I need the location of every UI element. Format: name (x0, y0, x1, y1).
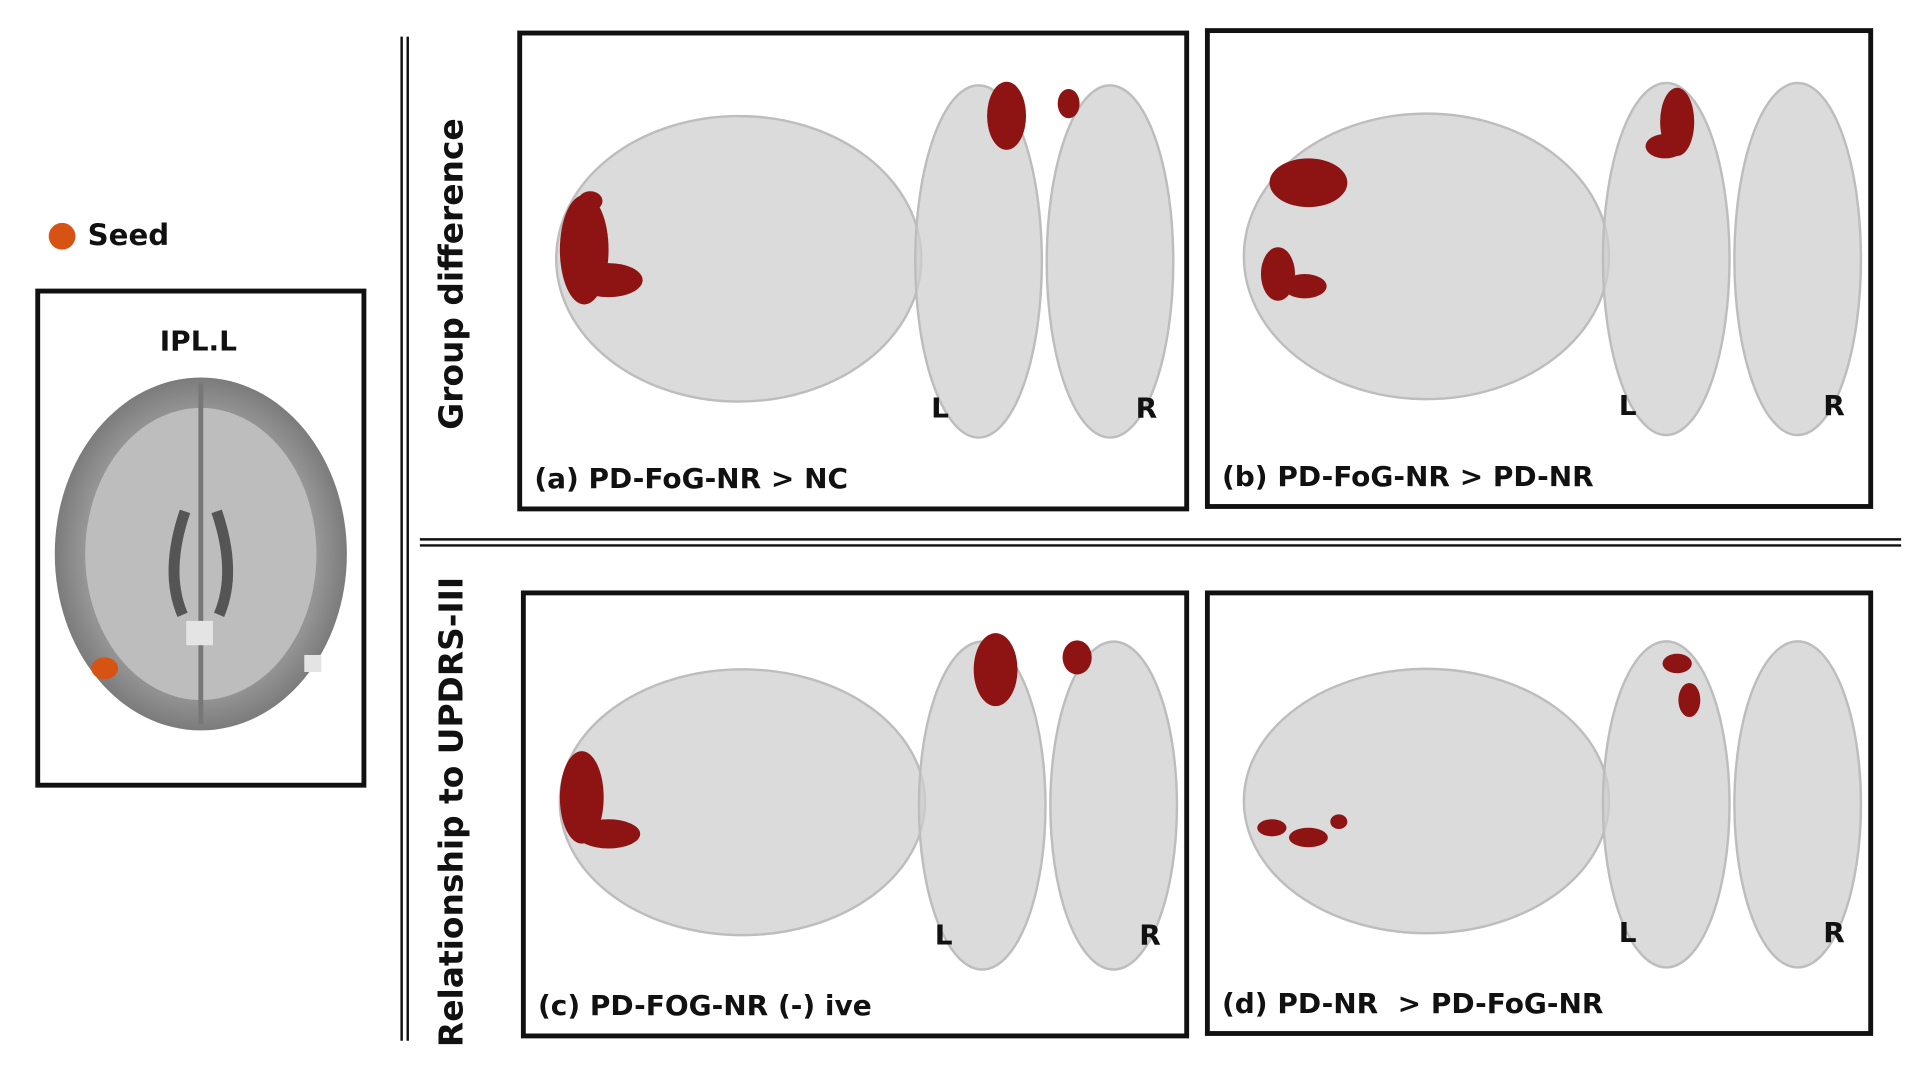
panel-frame (1204, 590, 1874, 1036)
lateral-brain (558, 668, 927, 937)
panel: L R (d) PD-NR > PD-FoG-NR (1204, 590, 1874, 1036)
activation-cluster (1330, 814, 1348, 830)
panel-caption: (a) PD-FoG-NR > NC (534, 462, 848, 495)
panel-caption: (b) PD-FoG-NR > PD-NR (1222, 460, 1594, 493)
activation-cluster (1257, 819, 1287, 837)
panel-caption: (c) PD-FOG-NR (-) ive (538, 989, 872, 1022)
activation-cluster (578, 191, 603, 211)
top-brain-right (1045, 84, 1175, 439)
activation-cluster (1678, 682, 1701, 718)
top-brain-left (914, 84, 1044, 439)
row-label: Relationship to UPDRS-III (432, 577, 471, 1047)
hemisphere-right: R (1823, 916, 1845, 949)
activation-cluster (574, 263, 643, 298)
seed-frame (35, 288, 367, 788)
seed-title: IPL.L (160, 325, 237, 358)
activation-cluster (973, 633, 1018, 707)
activation-cluster (1645, 134, 1685, 159)
activation-cluster (559, 751, 604, 844)
hemisphere-right: R (1136, 392, 1158, 425)
hemisphere-left: L (1619, 389, 1637, 422)
axial-slice (54, 377, 347, 731)
activation-cluster (987, 81, 1027, 150)
panel-frame (520, 590, 1190, 1039)
top-brain-right (1733, 640, 1863, 969)
activation-cluster (1662, 653, 1692, 674)
hemisphere-right: R (1139, 919, 1161, 952)
lateral-brain (1242, 112, 1611, 401)
top-brain-right (1049, 640, 1179, 971)
activation-cluster (1057, 89, 1080, 119)
panel-frame (517, 30, 1190, 512)
hemisphere-left: L (1619, 916, 1637, 949)
activation-cluster (576, 819, 641, 849)
hemisphere-right: R (1823, 389, 1845, 422)
top-brain-left (1601, 81, 1731, 437)
row-label: Group difference (432, 118, 471, 429)
hemisphere-left: L (931, 392, 949, 425)
lateral-brain (1242, 667, 1611, 935)
activation-cluster (1269, 158, 1348, 208)
panel: L R (b) PD-FoG-NR > PD-NR (1204, 28, 1874, 509)
seed-legend-dot (48, 222, 76, 250)
panel: L R (a) PD-FoG-NR > NC (517, 30, 1190, 512)
top-brain-right (1733, 81, 1863, 437)
hemisphere-left: L (935, 919, 953, 952)
legend-label: Seed (88, 218, 170, 252)
panel-frame (1204, 28, 1874, 509)
top-brain-left (1601, 640, 1731, 969)
activation-cluster (1062, 640, 1092, 675)
lateral-brain (555, 114, 923, 403)
panel: L R (c) PD-FOG-NR (-) ive (520, 590, 1190, 1039)
activation-cluster (1288, 827, 1328, 848)
panel-caption: (d) PD-NR > PD-FoG-NR (1222, 987, 1604, 1020)
dividers (400, 36, 1902, 1041)
activation-cluster (1282, 274, 1327, 299)
